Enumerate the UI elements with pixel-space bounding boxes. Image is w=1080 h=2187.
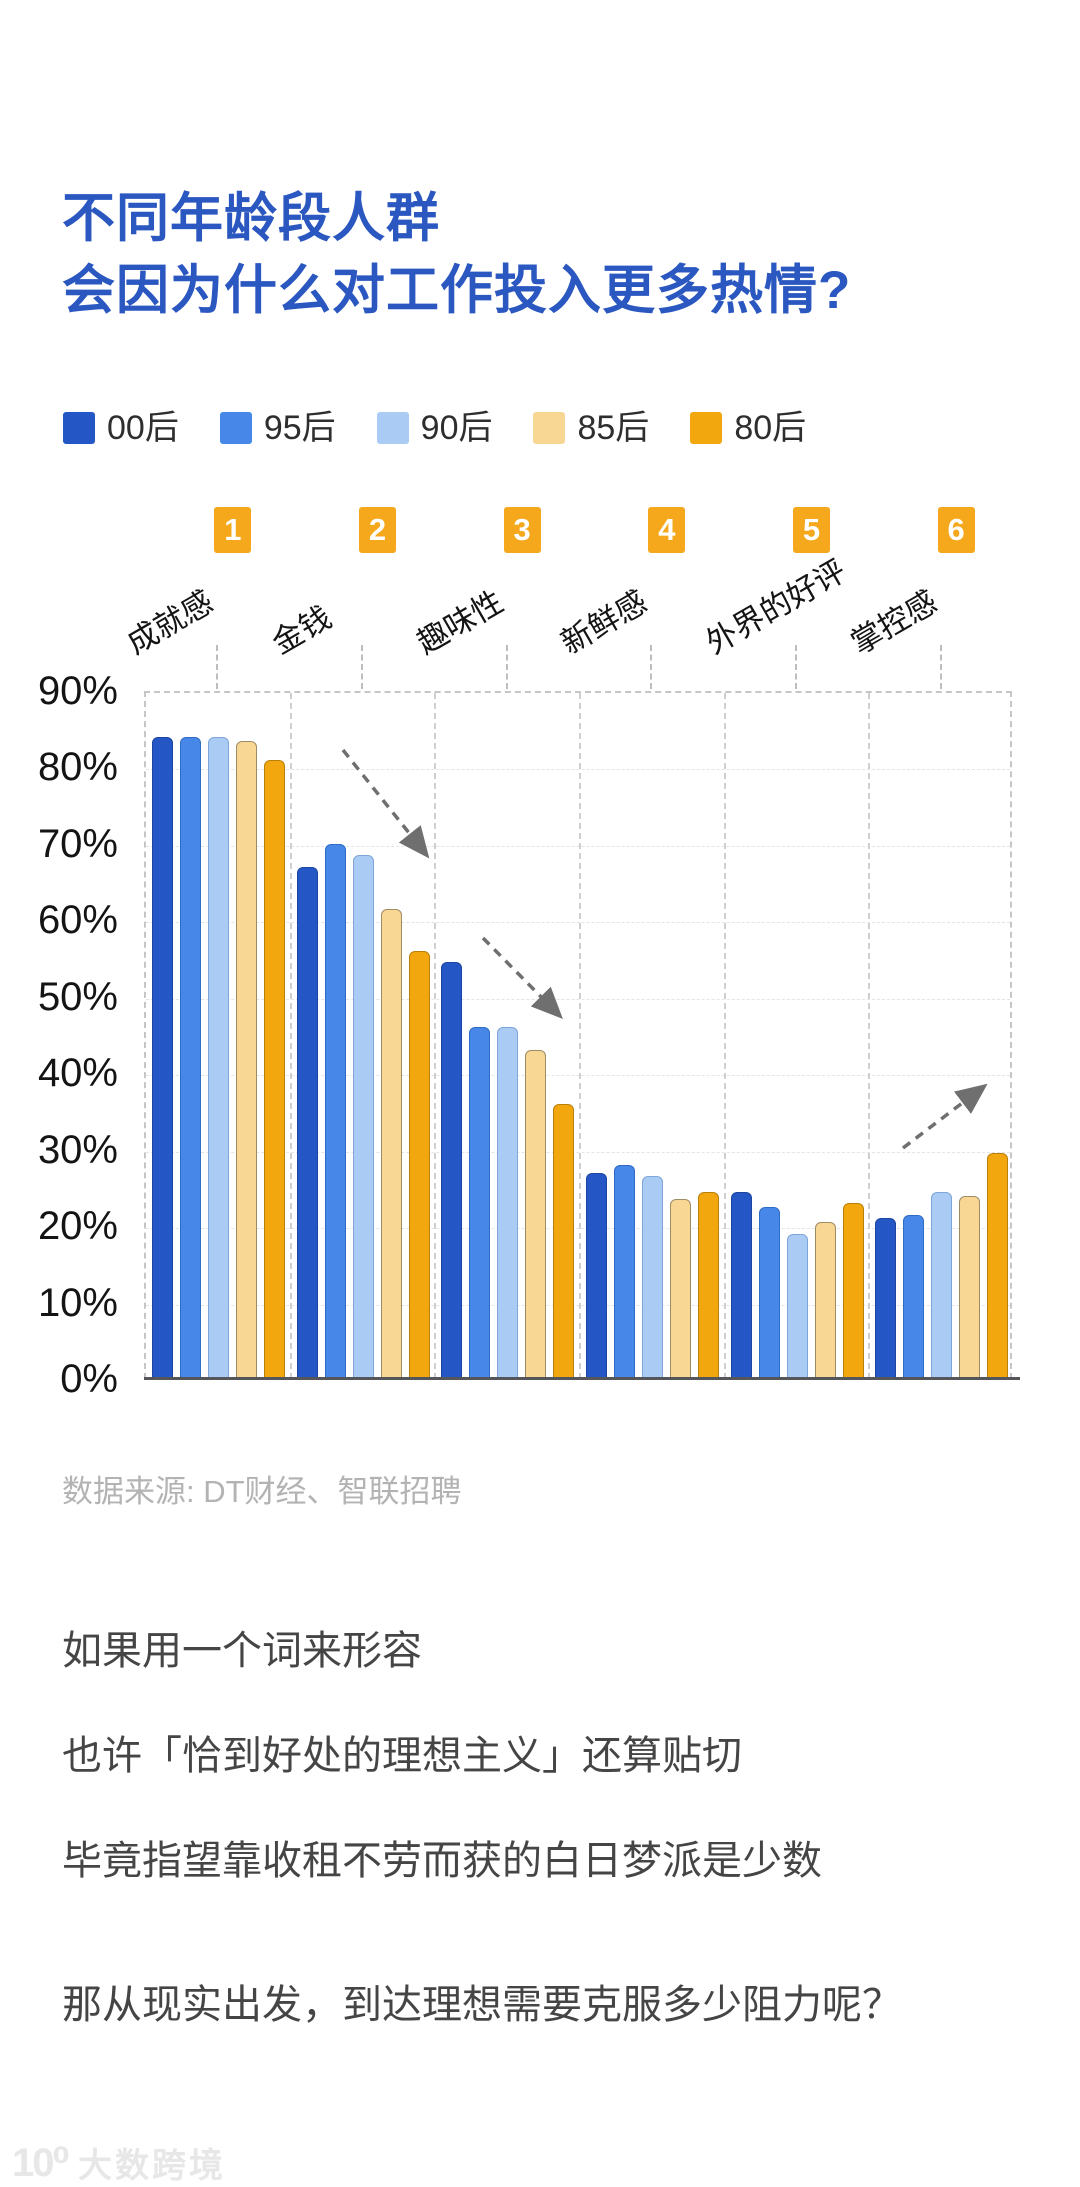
trend-arrow-3 (901, 1083, 988, 1150)
y-tick-10%: 10% (37, 1280, 118, 1325)
category-badge-6: 6 (937, 507, 975, 553)
y-tick-50%: 50% (37, 974, 118, 1019)
gridline-40 (146, 1075, 1010, 1077)
legend-swatch (690, 412, 723, 444)
trend-arrow-1 (341, 748, 430, 859)
y-tick-40%: 40% (37, 1051, 118, 1096)
gridline-60 (146, 922, 1010, 924)
group-separator (434, 693, 437, 1379)
bar-chart: 90% 80% 70% 60% 50% 40% 30% 20% 10% 0% 1 成就感 2 金钱 3 趣味性… (37, 507, 1020, 1401)
commentary-line-4: 那从现实出发，到达理想需要克服多少阻力呢？ (62, 1983, 902, 2027)
watermark-logo-icon: 10⁰ (12, 2140, 70, 2185)
gridline-20 (146, 1228, 1010, 1230)
gridline-30 (146, 1151, 1010, 1153)
y-tick-20%: 20% (37, 1204, 118, 1249)
legend-label: 00后 (107, 409, 179, 447)
chart-title: 不同年龄段人群 会因为什么对工作投入更多热情? (62, 183, 851, 327)
gridline-10 (146, 1304, 1010, 1306)
legend-swatch (376, 412, 409, 444)
legend-swatch (533, 412, 566, 444)
category-connector (795, 645, 797, 689)
group-separator (868, 693, 871, 1379)
legend-item-85后: 85后 (533, 411, 649, 445)
x-axis-line (144, 1377, 1020, 1380)
legend-label: 90后 (420, 409, 493, 447)
group-separator (579, 693, 581, 1379)
y-tick-70%: 70% (37, 821, 118, 866)
legend-swatch (63, 412, 95, 444)
commentary-line-1: 如果用一个词来形容 (62, 1629, 422, 1673)
group-separator (289, 693, 292, 1379)
category-connector (505, 645, 508, 689)
chart-title-line2: 会因为什么对工作投入更多热情? (62, 261, 852, 320)
y-tick-30%: 30% (37, 1127, 118, 1172)
commentary-line-2: 也许「恰到好处的理想主义」还算贴切 (62, 1734, 742, 1778)
category-badge-2: 2 (359, 507, 396, 553)
legend-label: 85后 (577, 409, 650, 447)
category-connector (650, 645, 653, 689)
trend-arrow-2 (481, 936, 563, 1019)
legend-swatch (219, 412, 252, 444)
y-tick-0%: 0% (60, 1357, 118, 1401)
category-badge-5: 5 (793, 507, 830, 553)
category-connector (361, 645, 363, 689)
legend-item-00后: 00后 (63, 411, 179, 445)
gridline-50 (146, 998, 1010, 1000)
legend-item-95后: 95后 (219, 409, 336, 447)
y-tick-80%: 80% (37, 745, 118, 790)
category-badge-3: 3 (503, 507, 541, 553)
category-badge-4: 4 (648, 507, 686, 553)
watermark-text: 大数跨境 (78, 2147, 227, 2185)
watermark: 10⁰ 大数跨境 (12, 2138, 226, 2187)
legend: 00后 95后 90后 85后 80后 (63, 411, 847, 445)
gridline-70 (146, 845, 1010, 847)
commentary-line-3: 毕竟指望靠收租不劳而获的白日梦派是少数 (62, 1839, 822, 1883)
category-connector (939, 645, 942, 689)
y-tick-90%: 90% (37, 669, 118, 713)
category-connector (216, 645, 219, 689)
chart-title-line1: 不同年龄段人群 (62, 189, 440, 248)
group-separator (723, 693, 726, 1379)
trend-arrows (341, 748, 988, 1150)
gridline-80 (146, 769, 1010, 771)
y-tick-60%: 60% (37, 898, 118, 943)
legend-label: 80后 (734, 409, 807, 447)
plot-area (144, 691, 1012, 1379)
legend-label: 95后 (263, 409, 336, 447)
data-source-note: 数据来源: DT财经、智联招聘 (62, 1474, 462, 1509)
legend-item-90后: 90后 (376, 409, 493, 447)
category-badge-1: 1 (214, 507, 252, 553)
legend-item-80后: 80后 (690, 411, 806, 445)
